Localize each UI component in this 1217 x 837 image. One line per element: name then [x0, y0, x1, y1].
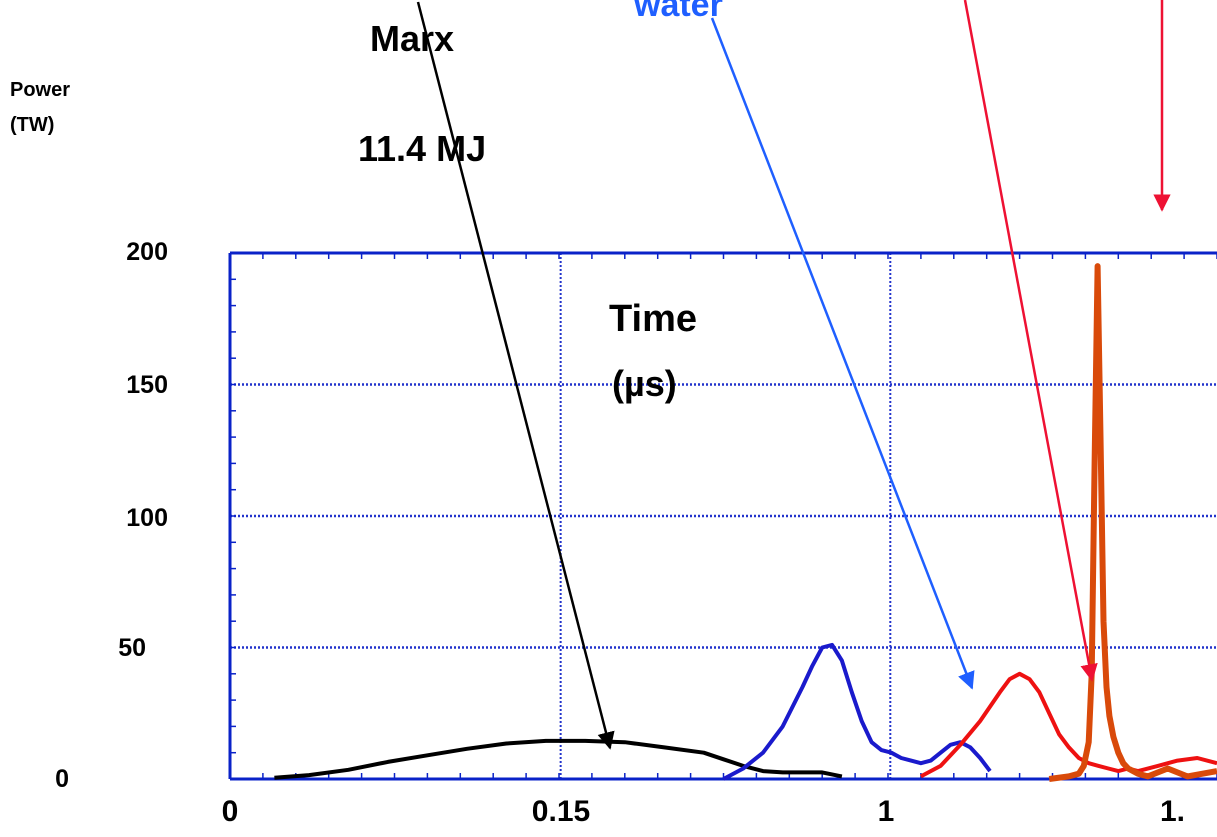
series-layer	[274, 263, 1217, 782]
x-tick-label: 0	[221, 795, 239, 828]
y-tick-label: 150	[126, 371, 168, 399]
y-axis-label-line1: Power	[10, 79, 71, 101]
series-line-marx	[274, 738, 843, 780]
x-tick-label: 1	[877, 795, 895, 828]
series-line-orange	[1048, 263, 1217, 782]
x-tick-label: 0.15	[531, 795, 591, 828]
marx-arrow	[416, 1, 615, 750]
y-tick-label: 100	[126, 504, 168, 532]
series-line-red	[919, 671, 1217, 779]
x-tick-label: 1.	[1160, 795, 1186, 828]
y-tick-label: 50	[118, 634, 146, 662]
water-label: water	[634, 0, 723, 24]
y-tick-label: 200	[126, 238, 168, 266]
x-axis-label-line2: (µs)	[612, 363, 677, 404]
arrow-layer	[416, 0, 1171, 750]
y-tick-label: 0	[55, 765, 69, 793]
grid-layer	[228, 251, 1217, 781]
red-arrow	[963, 0, 1098, 682]
marx-energy-label: 11.4 MJ	[358, 128, 487, 169]
marx-label: Marx	[370, 18, 455, 59]
series-line-water	[722, 642, 992, 781]
x-axis-label-line1: Time	[609, 298, 698, 340]
y-axis-label-line2: (TW)	[10, 114, 55, 136]
water-arrow	[710, 17, 975, 690]
